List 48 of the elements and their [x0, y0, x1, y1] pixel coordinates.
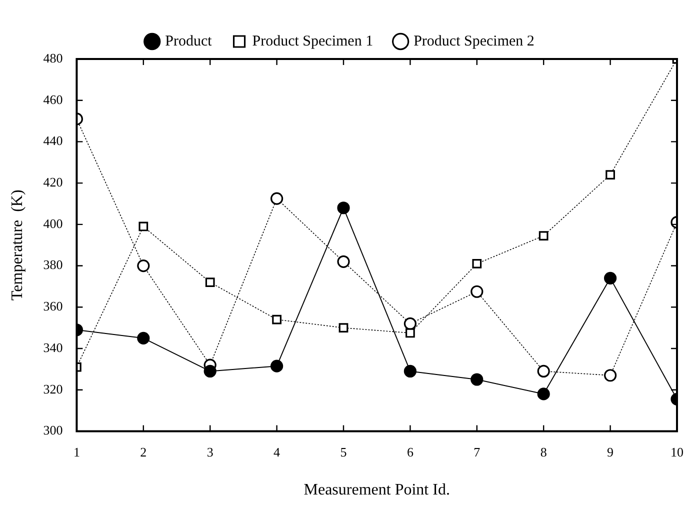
point [406, 328, 415, 338]
point [604, 369, 617, 382]
legend-label: Product Specimen 2 [414, 33, 534, 50]
y-tick-label: 440 [43, 133, 63, 148]
y-tick-label: 380 [43, 257, 63, 272]
legend-label: Product Specimen 1 [252, 33, 374, 50]
point [204, 364, 216, 378]
x-tick-label: 2 [140, 444, 147, 460]
x-tick-label: 5 [340, 444, 347, 460]
x-tick-label: 10 [670, 444, 684, 460]
y-tick-label: 420 [43, 174, 63, 190]
point [337, 255, 350, 268]
point [338, 323, 348, 332]
point [272, 314, 282, 324]
x-tick-label: 6 [406, 444, 414, 460]
y-axis-title: Temperature (K) [8, 190, 26, 301]
y-tick-label: 340 [43, 340, 63, 355]
point [470, 373, 484, 386]
point [404, 364, 416, 378]
point [470, 285, 484, 298]
point [270, 360, 284, 372]
point [537, 364, 550, 378]
y-tick-label: 460 [43, 92, 63, 107]
point [270, 192, 284, 205]
y-tick-label: 360 [43, 298, 63, 314]
x-tick-label: 7 [474, 444, 481, 460]
point [538, 231, 548, 240]
point [137, 259, 150, 272]
legend-label: Product [165, 33, 213, 50]
point [138, 222, 148, 232]
point [205, 278, 215, 288]
x-tick-label: 3 [206, 444, 214, 460]
point [337, 202, 350, 214]
point [137, 332, 150, 344]
point [604, 272, 617, 284]
point [537, 388, 550, 400]
x-axis-title: Measurement Point Id. [304, 482, 450, 499]
x-tick-label: 4 [274, 444, 281, 460]
point [472, 259, 482, 268]
y-tick-label: 300 [43, 422, 63, 438]
y-tick-label: 480 [43, 50, 63, 66]
x-tick-label: 1 [73, 444, 80, 460]
x-tick-label: 8 [540, 444, 547, 460]
point [606, 170, 615, 180]
x-tick-label: 9 [607, 444, 614, 460]
y-tick-label: 320 [43, 381, 63, 396]
y-tick-label: 400 [43, 216, 63, 231]
point [404, 317, 416, 330]
